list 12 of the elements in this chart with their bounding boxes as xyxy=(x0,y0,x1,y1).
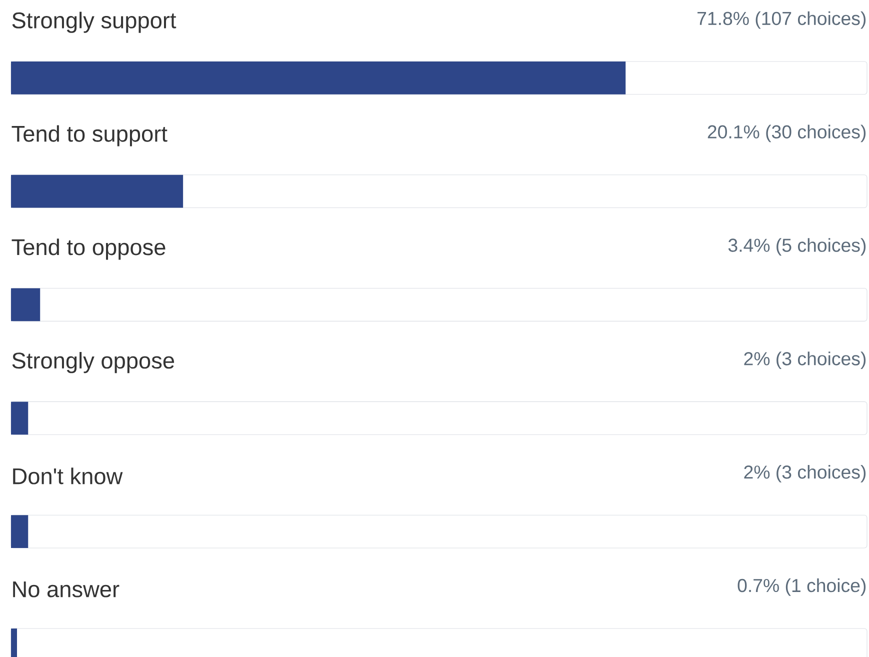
y-tick-label: Strongly oppose xyxy=(12,352,174,374)
data-label: 0.7% (1 choice) xyxy=(738,578,866,596)
y-tick-label: Tend to support xyxy=(12,125,168,146)
data-label: 71.8% (107 choices) xyxy=(698,11,866,29)
y-tick-label: Tend to oppose xyxy=(12,238,166,260)
data-label: 2% (3 choices) xyxy=(744,465,866,482)
data-label: 20.1% (30 choices) xyxy=(708,124,866,142)
y-tick-label: Strongly support xyxy=(12,12,176,33)
data-label: 2% (3 choices) xyxy=(744,352,866,369)
y-tick-label: No answer xyxy=(13,581,120,598)
data-label: 3.4% (5 choices) xyxy=(728,238,866,256)
y-tick-label: Don't know xyxy=(13,468,123,484)
